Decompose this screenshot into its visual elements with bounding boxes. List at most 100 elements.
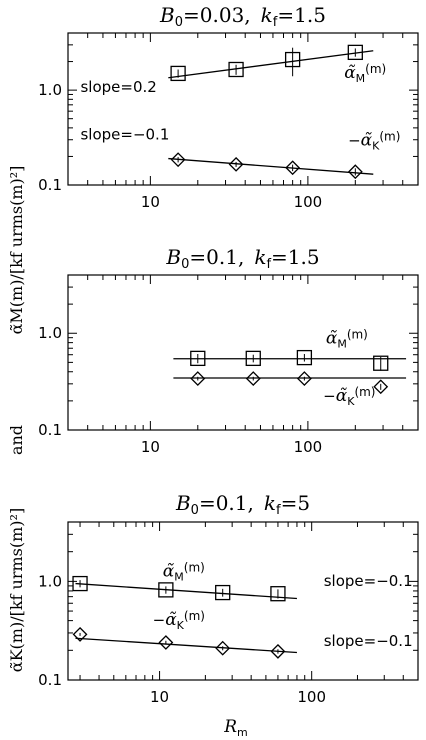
- label-prefix: −: [348, 132, 361, 150]
- y-axis-label-upper: α̃K(m)/[kf urms(m)²]: [7, 508, 26, 672]
- label-sub: M: [356, 72, 366, 85]
- y-label-upper: α̃K(m)/[kf urms(m)²]: [7, 508, 26, 672]
- title-part: =1.5: [271, 245, 320, 269]
- diamond-marker: [270, 643, 286, 659]
- title-part: k: [254, 245, 266, 269]
- label-sub: M: [174, 571, 184, 584]
- label-sup: (m): [184, 561, 205, 575]
- label-symbol: α̃: [361, 131, 373, 151]
- label-symbol: α̃: [344, 63, 356, 83]
- title-part: =0.1,: [199, 491, 264, 515]
- label-sup: (m): [347, 328, 368, 342]
- label-symbol: α̃: [336, 386, 348, 406]
- label-sub: K: [347, 395, 355, 408]
- plot-frame: [67, 274, 419, 431]
- x-axis-label: Rm: [223, 717, 248, 739]
- y-tick-label: 1.0: [38, 324, 62, 342]
- x-tick-label: 100: [297, 688, 326, 706]
- chart-panel-3: 10 100 0.1 1.0 B0=0.1, kf=5 slope=−0.1 slope=−…: [38, 491, 419, 706]
- diamond-marker: [373, 379, 389, 395]
- label-symbol: α̃: [165, 610, 177, 630]
- series-label: −α̃K(m): [153, 609, 205, 632]
- fit-line-1: [75, 582, 297, 600]
- x-label-sub: m: [237, 726, 248, 739]
- y-tick-label: 0.1: [38, 176, 62, 194]
- square-marker: [215, 584, 231, 601]
- label-prefix: −: [153, 611, 166, 629]
- chart-panel-1: 10 100 0.1 1.0 B0=0.03, kf=1.5 slope=0.2 slope…: [38, 3, 419, 211]
- title-part: f: [273, 15, 278, 30]
- square-marker: [296, 349, 313, 366]
- series-label: −α̃K(m): [323, 385, 375, 408]
- y-tick-label: 1.0: [38, 81, 62, 99]
- x-tick-label: 10: [141, 193, 160, 211]
- panel-title: B0=0.1, kf=5: [175, 491, 310, 518]
- title-part: B: [175, 491, 191, 515]
- x-tick-label: 100: [294, 193, 323, 211]
- title-part: 0: [181, 257, 189, 272]
- label-sup: (m): [184, 609, 205, 623]
- title-part: =0.1,: [189, 245, 254, 269]
- diamond-marker: [245, 371, 261, 386]
- label-sub: K: [177, 619, 185, 632]
- diamond-marker: [347, 164, 363, 180]
- label-sub: M: [337, 338, 347, 351]
- x-tick-label: 100: [294, 438, 323, 456]
- fit-line-1: [168, 50, 374, 79]
- title-part: =1.5: [277, 3, 326, 27]
- label-sup: (m): [354, 385, 375, 399]
- series-label: α̃M(m): [344, 62, 386, 85]
- square-marker: [284, 51, 301, 68]
- title-part: 0: [191, 503, 199, 518]
- diamond-marker: [228, 156, 244, 172]
- series-label: −α̃K(m): [348, 130, 400, 153]
- title-part: f: [276, 503, 281, 518]
- label-sup: (m): [365, 62, 386, 76]
- y-axis-label: and: [7, 425, 26, 455]
- diamond-marker: [170, 152, 186, 168]
- x-tick-label: 10: [150, 688, 169, 706]
- diamond-marker: [296, 371, 312, 386]
- y-tick-label: 0.1: [38, 671, 62, 689]
- slope-annotation: slope=−0.1: [80, 126, 169, 144]
- square-marker: [228, 61, 244, 78]
- slope-annotation: slope=−0.1: [324, 632, 413, 650]
- panel-title: B0=0.1, kf=1.5: [165, 245, 319, 272]
- diamond-marker: [285, 160, 301, 176]
- panel-title: B0=0.03, kf=1.5: [159, 3, 326, 30]
- slope-annotation: slope=0.2: [80, 78, 156, 96]
- diamond-marker: [190, 371, 206, 386]
- diamond-marker: [215, 640, 231, 656]
- diamond-marker: [72, 626, 88, 642]
- square-marker: [72, 575, 88, 592]
- title-part: B: [159, 3, 175, 27]
- y-tick-label: 1.0: [38, 572, 62, 590]
- title-part: f: [266, 257, 271, 272]
- label-symbol: α̃: [163, 562, 175, 582]
- plot-frame: [67, 32, 419, 186]
- plot-frame: [67, 521, 419, 681]
- title-part: =0.03,: [183, 3, 261, 27]
- label-symbol: α̃: [326, 329, 338, 349]
- title-part: k: [261, 3, 273, 27]
- series-label: α̃M(m): [163, 561, 205, 584]
- title-part: k: [264, 491, 276, 515]
- label-prefix: −: [323, 387, 336, 405]
- y-label-middle: and: [7, 425, 26, 455]
- square-marker: [170, 65, 186, 82]
- title-part: =5: [281, 491, 310, 515]
- fit-line-2: [168, 157, 374, 175]
- title-part: B: [165, 245, 181, 269]
- square-marker: [347, 44, 363, 61]
- label-sup: (m): [379, 130, 400, 144]
- y-axis-label-lower: α̃M(m)/[kf urms(m)²]: [7, 166, 26, 335]
- y-tick-label: 0.1: [38, 421, 62, 439]
- series-label: α̃M(m): [326, 328, 368, 351]
- label-sub: K: [372, 140, 380, 153]
- diamond-marker: [158, 635, 174, 650]
- square-marker: [245, 350, 261, 367]
- square-marker: [190, 350, 206, 367]
- square-marker: [270, 586, 286, 602]
